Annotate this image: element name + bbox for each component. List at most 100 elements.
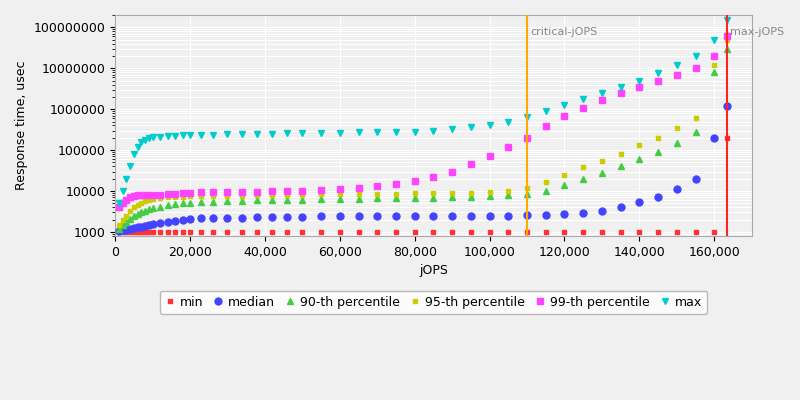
90-th percentile (197, 200, 206, 205)
max (197, 132, 206, 137)
median (316, 214, 326, 219)
95-th percentile (178, 194, 187, 199)
median (578, 211, 588, 216)
95-th percentile (690, 116, 700, 121)
max (137, 139, 146, 144)
95-th percentile (155, 196, 165, 201)
min (429, 230, 438, 234)
99-th percentile (238, 190, 247, 194)
95-th percentile (654, 136, 663, 140)
90-th percentile (162, 203, 172, 208)
max (122, 176, 131, 181)
min (578, 230, 588, 234)
median (268, 215, 278, 220)
max (144, 136, 154, 140)
90-th percentile (410, 196, 419, 200)
max (170, 133, 180, 138)
90-th percentile (335, 197, 345, 202)
Text: max-jOPS: max-jOPS (730, 27, 785, 37)
90-th percentile (282, 198, 292, 202)
90-th percentile (129, 214, 138, 219)
90-th percentile (148, 206, 158, 210)
Line: min: min (117, 136, 730, 234)
min (672, 230, 682, 234)
median (197, 216, 206, 221)
99-th percentile (503, 144, 513, 149)
99-th percentile (253, 189, 262, 194)
99-th percentile (268, 189, 278, 194)
90-th percentile (466, 194, 476, 199)
min (162, 230, 172, 234)
median (447, 213, 457, 218)
max (410, 129, 419, 134)
min (126, 230, 135, 234)
95-th percentile (354, 192, 363, 196)
max (391, 130, 401, 134)
median (710, 136, 719, 140)
90-th percentile (429, 195, 438, 200)
95-th percentile (114, 222, 124, 227)
Line: median: median (115, 102, 730, 235)
median (238, 215, 247, 220)
min (485, 230, 494, 234)
max (126, 164, 135, 169)
90-th percentile (485, 194, 494, 198)
99-th percentile (560, 113, 570, 118)
min (710, 230, 719, 234)
95-th percentile (186, 194, 195, 199)
90-th percentile (373, 196, 382, 201)
99-th percentile (118, 201, 127, 206)
95-th percentile (429, 191, 438, 196)
90-th percentile (140, 208, 150, 213)
99-th percentile (129, 194, 138, 198)
min (140, 230, 150, 234)
Line: 99-th percentile: 99-th percentile (116, 34, 730, 210)
90-th percentile (560, 183, 570, 188)
median (672, 187, 682, 192)
median (282, 214, 292, 219)
95-th percentile (122, 213, 131, 218)
90-th percentile (155, 204, 165, 209)
min (466, 230, 476, 234)
max (354, 130, 363, 135)
min (410, 230, 419, 234)
max (710, 37, 719, 42)
min (522, 230, 532, 234)
95-th percentile (503, 189, 513, 194)
median (410, 214, 419, 218)
95-th percentile (129, 205, 138, 210)
max (373, 130, 382, 134)
min (133, 230, 142, 234)
min (238, 230, 247, 234)
99-th percentile (522, 136, 532, 140)
95-th percentile (522, 186, 532, 190)
median (690, 176, 700, 181)
max (282, 131, 292, 136)
max (155, 134, 165, 139)
95-th percentile (170, 194, 180, 199)
99-th percentile (578, 105, 588, 110)
min (222, 230, 232, 234)
median (560, 212, 570, 217)
max (129, 152, 138, 156)
95-th percentile (316, 192, 326, 197)
95-th percentile (597, 158, 606, 163)
max (178, 133, 187, 138)
median (148, 221, 158, 226)
90-th percentile (298, 197, 307, 202)
99-th percentile (466, 162, 476, 167)
95-th percentile (268, 193, 278, 198)
99-th percentile (208, 190, 218, 194)
90-th percentile (316, 197, 326, 202)
99-th percentile (155, 192, 165, 197)
90-th percentile (597, 170, 606, 175)
max (634, 78, 644, 83)
Text: critical-jOPS: critical-jOPS (530, 27, 598, 37)
99-th percentile (186, 190, 195, 195)
median (222, 216, 232, 220)
max (616, 84, 626, 89)
90-th percentile (170, 202, 180, 206)
max (466, 125, 476, 130)
99-th percentile (148, 193, 158, 198)
99-th percentile (690, 66, 700, 71)
